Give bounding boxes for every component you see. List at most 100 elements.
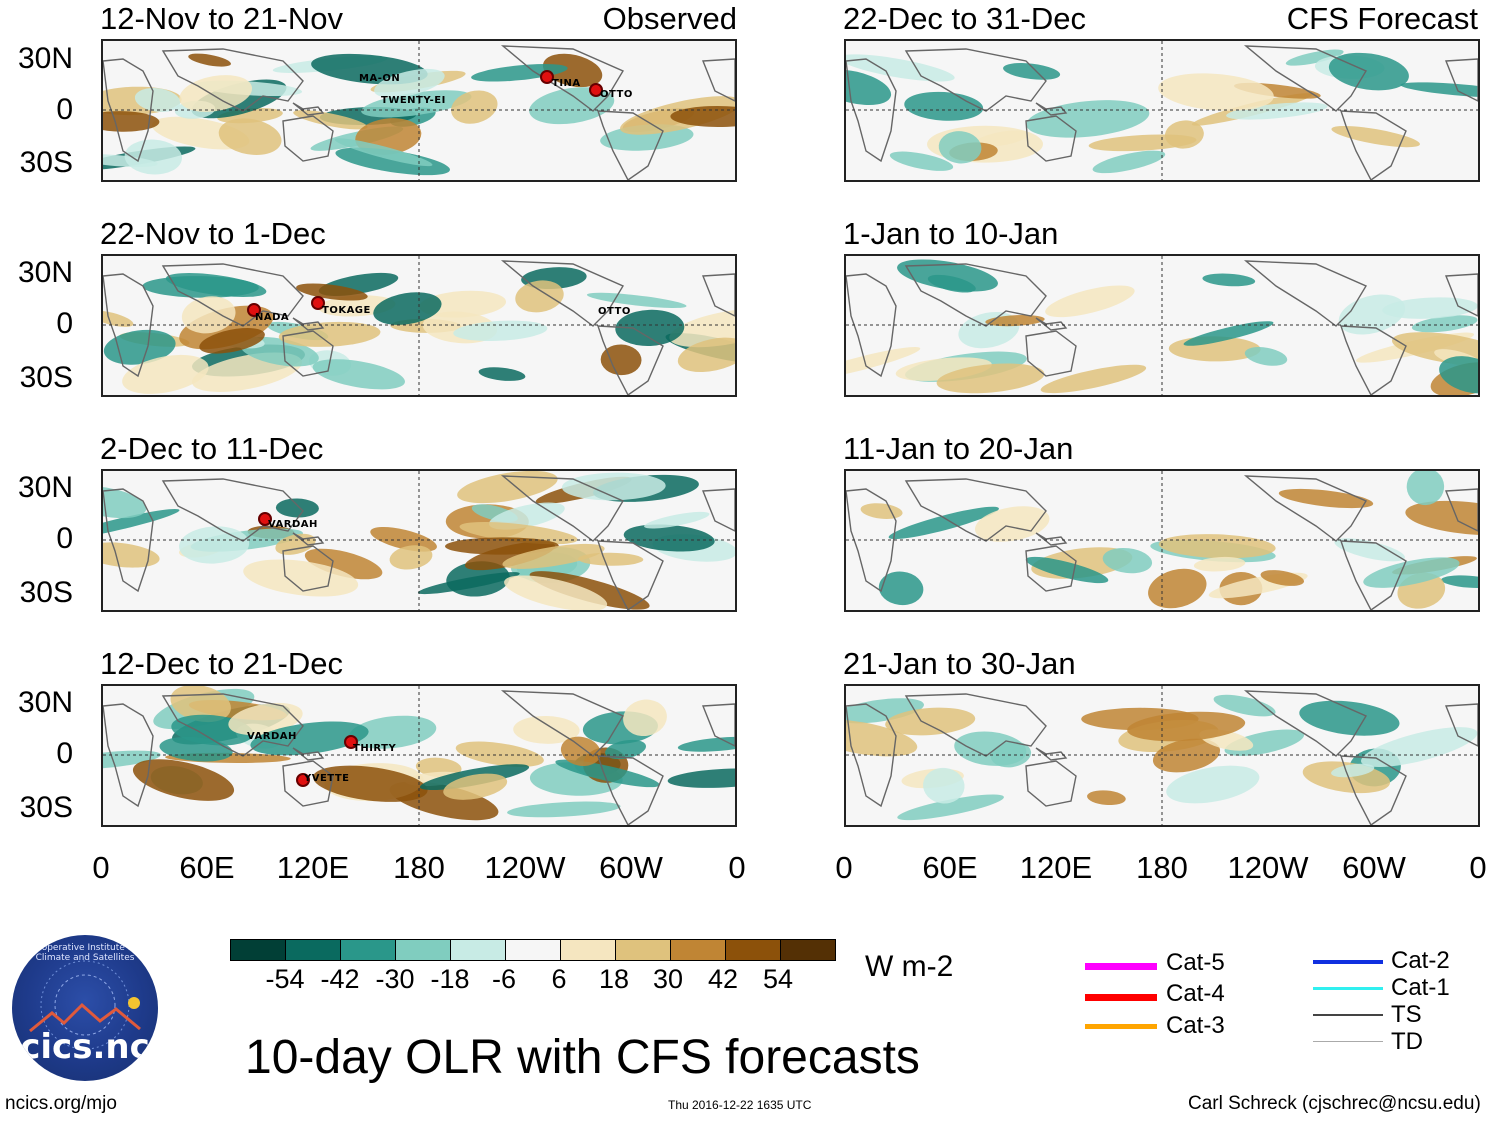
coastline — [1444, 273, 1478, 317]
colorbar-swatch — [725, 939, 781, 961]
olr-anomaly-blob — [605, 739, 646, 760]
olr-anomaly-blob — [1405, 500, 1478, 536]
olr-anomaly-blob — [142, 276, 259, 298]
olr-anomaly-blob — [904, 91, 984, 121]
olr-anomaly-blob — [669, 308, 735, 348]
olr-anomaly-blob — [179, 526, 250, 564]
coastline — [904, 263, 1047, 327]
lat-label-eq: 0 — [56, 522, 73, 555]
coastline — [846, 488, 897, 593]
olr-anomaly-blob — [677, 736, 735, 752]
map-panel-obs-1 — [101, 39, 737, 182]
olr-anomaly-blob — [1127, 711, 1246, 742]
olr-anomaly-blob — [846, 69, 892, 106]
colorbar-swatch — [450, 939, 506, 961]
olr-anomaly-blob — [897, 794, 1004, 821]
olr-anomaly-blob — [228, 702, 303, 736]
olr-anomaly-blob — [199, 327, 265, 354]
coastline — [597, 325, 664, 395]
olr-anomaly-blob — [936, 363, 1045, 394]
coastline — [846, 703, 897, 808]
legend-swatch-cat2 — [1313, 960, 1383, 964]
olr-anomaly-blob — [846, 54, 955, 82]
olr-anomaly-blob — [122, 354, 209, 394]
coastline — [161, 693, 304, 757]
coastline — [282, 115, 334, 162]
lon-label-right-120w: 120W — [1227, 850, 1309, 885]
coastline — [103, 703, 154, 808]
olr-anomaly-blob — [897, 259, 998, 292]
olr-anomaly-blob — [1152, 738, 1221, 773]
coastline — [904, 48, 1047, 112]
coastline — [1025, 330, 1077, 377]
olr-anomaly-blob — [134, 88, 181, 112]
olr-anomaly-blob — [419, 290, 507, 318]
coastline — [161, 263, 304, 327]
olr-anomaly-blob — [1183, 321, 1274, 346]
logo-mountain-icon — [29, 960, 141, 1050]
olr-anomaly-blob — [670, 105, 735, 128]
olr-anomaly-blob — [188, 53, 231, 67]
olr-anomaly-blob — [502, 543, 605, 569]
olr-anomaly-blob — [860, 503, 903, 519]
olr-anomaly-blob — [250, 721, 369, 756]
olr-anomaly-blob — [1092, 150, 1166, 174]
coastline — [1025, 115, 1077, 162]
storm-marker-icon — [540, 70, 554, 84]
lon-label-right-60w: 60W — [1342, 850, 1406, 885]
panel-title-fc-4: 21-Jan to 30-Jan — [843, 646, 1076, 681]
olr-anomaly-map — [846, 41, 1478, 180]
coastline — [1243, 475, 1368, 542]
olr-anomaly-map — [103, 471, 735, 610]
legend-label-td: TD — [1391, 1028, 1423, 1055]
olr-anomaly-blob — [1026, 100, 1150, 138]
olr-anomaly-blob — [954, 731, 1027, 766]
lat-label-30s: 30S — [19, 146, 73, 179]
olr-anomaly-blob — [1226, 102, 1328, 120]
storm-label: VARDAH — [247, 731, 297, 742]
figure-title: 10-day OLR with CFS forecasts — [245, 1031, 920, 1084]
colorbar-swatch — [560, 939, 616, 961]
lon-label-left-0: 0 — [92, 850, 110, 885]
colorbar-tick: -42 — [320, 964, 360, 994]
coastline — [161, 48, 304, 112]
coastline — [846, 273, 897, 378]
olr-anomaly-blob — [1391, 332, 1478, 366]
olr-anomaly-map — [846, 471, 1478, 610]
storm-label: VARDAH — [268, 519, 318, 530]
map-panel-fc-4 — [844, 684, 1480, 827]
olr-anomaly-blob — [1102, 547, 1153, 574]
footer-credit: Carl Schreck (cjschrec@ncsu.edu) — [1188, 1093, 1481, 1114]
olr-anomaly-map — [103, 41, 735, 180]
coastline — [1444, 703, 1478, 747]
coastline — [1025, 545, 1077, 592]
storm-marker-icon — [344, 735, 358, 749]
olr-anomaly-blob — [103, 486, 147, 519]
olr-anomaly-blob — [600, 344, 642, 376]
olr-anomaly-blob — [179, 75, 253, 112]
olr-anomaly-blob — [1382, 297, 1478, 319]
olr-anomaly-blob — [885, 707, 976, 736]
coastline — [1243, 45, 1368, 112]
olr-anomaly-blob — [923, 767, 965, 804]
legend-swatch-cat5 — [1085, 963, 1157, 970]
olr-anomaly-blob — [846, 346, 921, 380]
olr-anomaly-blob — [1361, 727, 1478, 768]
colorbar-swatch — [340, 939, 396, 961]
cics-logo: Cooperative Institute for Climate and Sa… — [12, 935, 158, 1081]
lon-label-left-0-end: 0 — [728, 850, 746, 885]
legend-swatch-cat3 — [1085, 1024, 1157, 1029]
olr-anomaly-blob — [103, 154, 158, 168]
olr-anomaly-blob — [478, 367, 526, 381]
olr-anomaly-blob — [958, 311, 1020, 349]
map-panel-fc-1 — [844, 39, 1480, 182]
lon-label-right-0: 0 — [835, 850, 853, 885]
legend-label-ts: TS — [1391, 1001, 1422, 1028]
legend-label-cat3: Cat-3 — [1166, 1012, 1225, 1039]
olr-anomaly-blob — [1406, 471, 1445, 506]
olr-anomaly-blob — [1040, 364, 1147, 394]
coastline — [904, 693, 1047, 757]
olr-anomaly-blob — [275, 498, 319, 518]
olr-anomaly-blob — [304, 548, 383, 580]
storm-marker-icon — [258, 512, 272, 526]
